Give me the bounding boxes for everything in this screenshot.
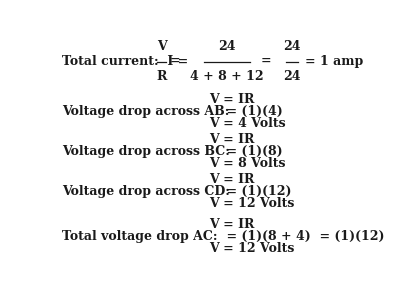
Text: V = 8 Volts: V = 8 Volts [209,157,285,170]
Text: = (1)(8): = (1)(8) [209,145,282,158]
Text: V = 12 Volts: V = 12 Volts [209,242,294,255]
Text: Voltage drop across AB:: Voltage drop across AB: [62,105,230,118]
Text: V = IR: V = IR [209,133,254,146]
Text: Voltage drop across BC:: Voltage drop across BC: [62,145,230,158]
Text: 4 + 8 + 12: 4 + 8 + 12 [190,70,263,83]
Text: V = 4 Volts: V = 4 Volts [209,117,285,130]
Text: = 1 amp: = 1 amp [305,55,363,68]
Text: Total voltage drop AC:: Total voltage drop AC: [62,230,218,243]
Text: = (1)(8 + 4)  = (1)(12): = (1)(8 + 4) = (1)(12) [209,230,384,243]
Text: V = IR: V = IR [209,93,254,106]
Text: Total current:  I =: Total current: I = [62,55,189,68]
Text: = (1)(12): = (1)(12) [209,185,291,198]
Text: Voltage drop across CD:: Voltage drop across CD: [62,185,230,198]
Text: 24: 24 [283,41,300,53]
Text: =: = [169,55,180,68]
Text: V = 12 Volts: V = 12 Volts [209,197,294,210]
Text: =: = [260,55,271,68]
Text: 24: 24 [218,41,235,53]
Text: R: R [156,70,167,83]
Text: = (1)(4): = (1)(4) [209,105,283,118]
Text: V = IR: V = IR [209,218,254,231]
Text: V = IR: V = IR [209,173,254,186]
Text: 24: 24 [283,70,300,83]
Text: V: V [157,41,166,53]
